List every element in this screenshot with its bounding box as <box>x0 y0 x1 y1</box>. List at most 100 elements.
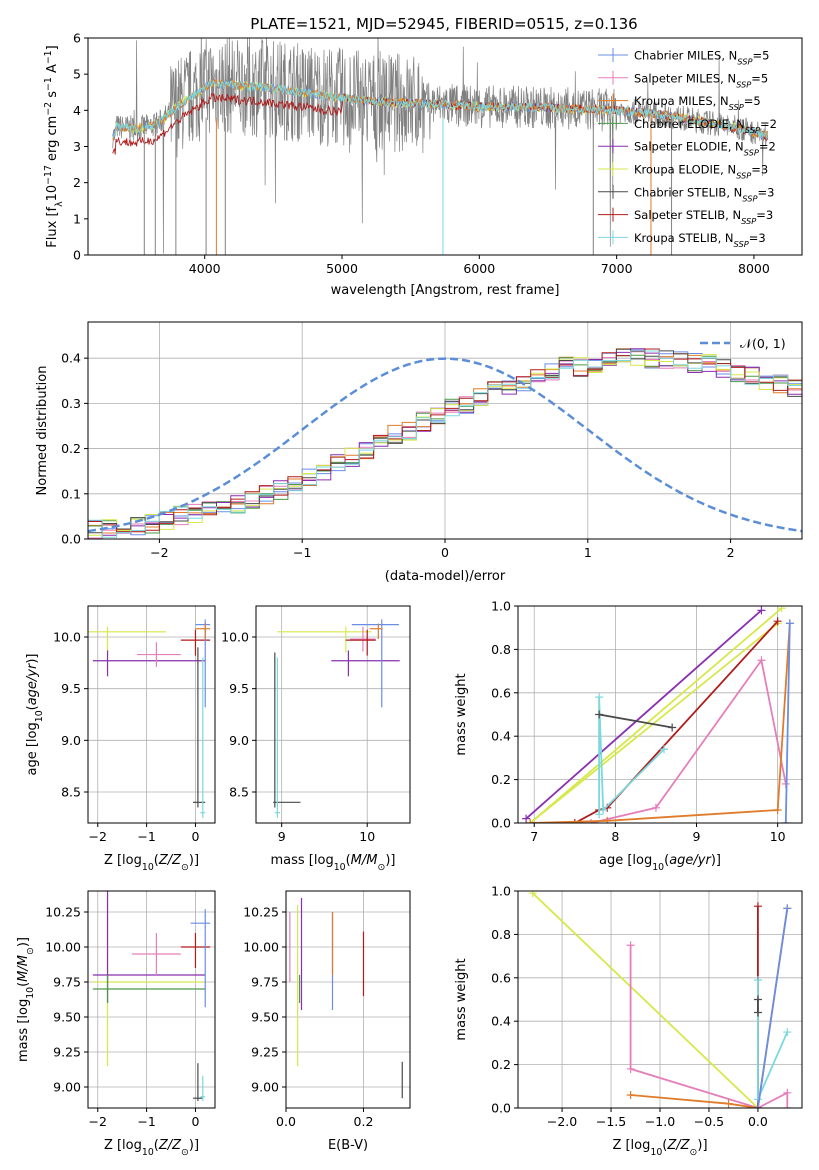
y-tick-label: 0.8 <box>491 927 511 942</box>
legend-label: Kroupa STELIB, NSSP=3 <box>634 231 766 249</box>
label-part: Z [log <box>612 1138 650 1153</box>
x-tick-label: 10 <box>770 829 786 844</box>
weight-line <box>529 622 779 823</box>
weight-point-marker <box>781 819 790 823</box>
x-tick-label: 7000 <box>601 261 633 276</box>
y-tick-label: 10.00 <box>45 940 81 955</box>
axes-frame <box>87 605 216 824</box>
label-part: SSP <box>734 239 749 249</box>
x-axis-label: mass [log10(M/M⊙)] <box>271 853 396 873</box>
y-axis-label: Flux [fλ10−17 erg cm−2 s−1 A−1] <box>43 45 65 247</box>
x-tick-label: 1 <box>584 545 592 560</box>
x-axis-label: Z [log10(Z/Z⊙)] <box>612 1138 707 1158</box>
label-part: M/M <box>351 853 378 868</box>
label-part: =3 <box>749 231 766 245</box>
label-part: )] <box>16 937 31 947</box>
x-tick-label: 0.0 <box>276 1114 296 1129</box>
label-part: M/M <box>16 955 31 982</box>
label-part: )] <box>189 853 199 868</box>
y-tick-label: 9.00 <box>251 1080 279 1095</box>
legend-label: Chabrier ELODIE, NSSP=2 <box>634 117 777 135</box>
label-part: 10 <box>650 1147 662 1158</box>
figure-title: PLATE=1521, MJD=52945, FIBERID=0515, z=0… <box>250 15 637 33</box>
label-part: age [log <box>599 853 652 868</box>
y-tick-label: 0.4 <box>61 351 81 366</box>
x-tick-label: 5000 <box>326 261 358 276</box>
legend-label: Salpeter MILES, NSSP=5 <box>634 71 768 89</box>
y-tick-label: 0.3 <box>61 396 81 411</box>
histogram-step <box>88 348 802 536</box>
y-tick-label: 0.2 <box>61 441 81 456</box>
y-tick-label: 1.0 <box>491 884 511 899</box>
legend-label: Salpeter ELODIE, NSSP=2 <box>634 140 776 158</box>
y-tick-label: 9.50 <box>251 1010 279 1025</box>
label-part: =3 <box>751 163 768 177</box>
y-tick-label: 9.75 <box>53 975 81 990</box>
label-part: −17 <box>43 165 54 185</box>
y-tick-label: 9.00 <box>53 1080 81 1095</box>
weight-line <box>757 908 789 1108</box>
y-tick-label: 6 <box>73 31 81 46</box>
histogram-step <box>88 348 802 533</box>
x-tick-label: 9 <box>278 829 286 844</box>
x-tick-label: 9 <box>693 829 701 844</box>
label-part: Salpeter STELIB, N <box>634 208 741 222</box>
y-tick-label: 9.5 <box>229 681 249 696</box>
y-axis-label: Normed distribution <box>35 366 50 496</box>
x-tick-label: 10 <box>359 829 375 844</box>
label-part: Kroupa MILES, N <box>634 94 729 108</box>
label-part: =5 <box>744 94 761 108</box>
label-part: =2 <box>760 117 777 131</box>
label-part: −2 <box>43 102 54 116</box>
x-tick-label: 8000 <box>738 261 770 276</box>
label-part: mass [log <box>16 999 31 1062</box>
model-spectrum-line <box>112 78 769 140</box>
label-part: 10 <box>652 862 664 873</box>
label-part: Z [log <box>104 853 142 868</box>
label-part: −1 <box>43 77 54 91</box>
weight-point-marker <box>757 606 766 615</box>
y-tick-label: 0.6 <box>491 970 511 985</box>
y-tick-label: 0.0 <box>491 1101 511 1116</box>
label-part: −1 <box>43 50 54 64</box>
plot-area <box>522 606 794 823</box>
y-tick-label: 8.5 <box>229 785 249 800</box>
weight-point-marker <box>587 819 596 823</box>
label-part: )] <box>697 1138 707 1153</box>
x-tick-label: 2 <box>727 545 735 560</box>
y-axis-label: mass [log10(M/M⊙)] <box>16 937 36 1062</box>
label-part: )] <box>385 853 395 868</box>
label-part: ⊙ <box>181 1147 189 1158</box>
x-axis-label: wavelength [Angstrom, rest frame] <box>331 283 560 298</box>
x-tick-label: 0.0 <box>748 1114 768 1129</box>
weight-point-marker <box>595 810 604 819</box>
label-part: SSP <box>737 57 752 67</box>
label-part: SSP <box>742 193 757 203</box>
y-tick-label: 9.0 <box>61 733 81 748</box>
y-tick-label: 1.0 <box>491 599 511 614</box>
weight-point-marker <box>595 710 604 719</box>
label-part: ( <box>346 853 351 868</box>
y-tick-label: 0.2 <box>491 772 511 787</box>
label-part: SSP <box>745 125 760 135</box>
label-part: ( <box>16 982 31 987</box>
label-part: Salpeter MILES, N <box>634 71 736 85</box>
y-tick-label: 9.50 <box>53 1010 81 1025</box>
x-axis-label: age [log10(age/yr)] <box>599 853 721 873</box>
y-tick-label: 4 <box>73 103 81 118</box>
panel-spectrum: 4000 5000 6000 7000 8000 0 1 2 3 4 5 6 Chabrier MILE… <box>43 31 803 298</box>
weight-point-marker <box>626 941 635 950</box>
legend-label: Chabrier MILES, NSSP=5 <box>634 49 769 67</box>
label-part: ⊙ <box>25 947 36 955</box>
x-axis-label: (data-model)/error <box>385 569 506 584</box>
legend-label: Kroupa ELODIE, NSSP=3 <box>634 163 768 181</box>
label-part: s <box>45 91 60 102</box>
x-tick-label: −0.5 <box>694 1114 724 1129</box>
panel-residuals: −2 −1 0 1 2 0.0 0.1 0.2 0.3 0.4 𝒩(0, 1) (data-model… <box>35 321 803 584</box>
weight-line <box>525 609 762 820</box>
label-part: age [log <box>25 722 40 775</box>
weight-point-marker <box>599 805 608 814</box>
label-part: )] <box>711 853 721 868</box>
label-part: =5 <box>751 71 768 85</box>
